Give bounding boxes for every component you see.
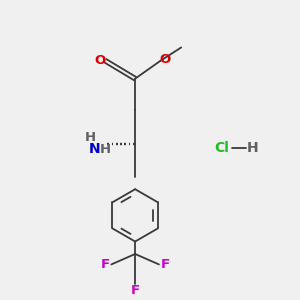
- Text: F: F: [130, 284, 140, 297]
- Text: H: H: [84, 131, 95, 144]
- Text: O: O: [94, 54, 106, 67]
- Text: F: F: [100, 258, 110, 271]
- Text: Cl: Cl: [214, 142, 229, 155]
- Text: H: H: [247, 142, 258, 155]
- Text: F: F: [161, 258, 170, 271]
- Text: N: N: [89, 142, 101, 156]
- Text: H: H: [100, 143, 111, 156]
- Text: O: O: [159, 53, 170, 66]
